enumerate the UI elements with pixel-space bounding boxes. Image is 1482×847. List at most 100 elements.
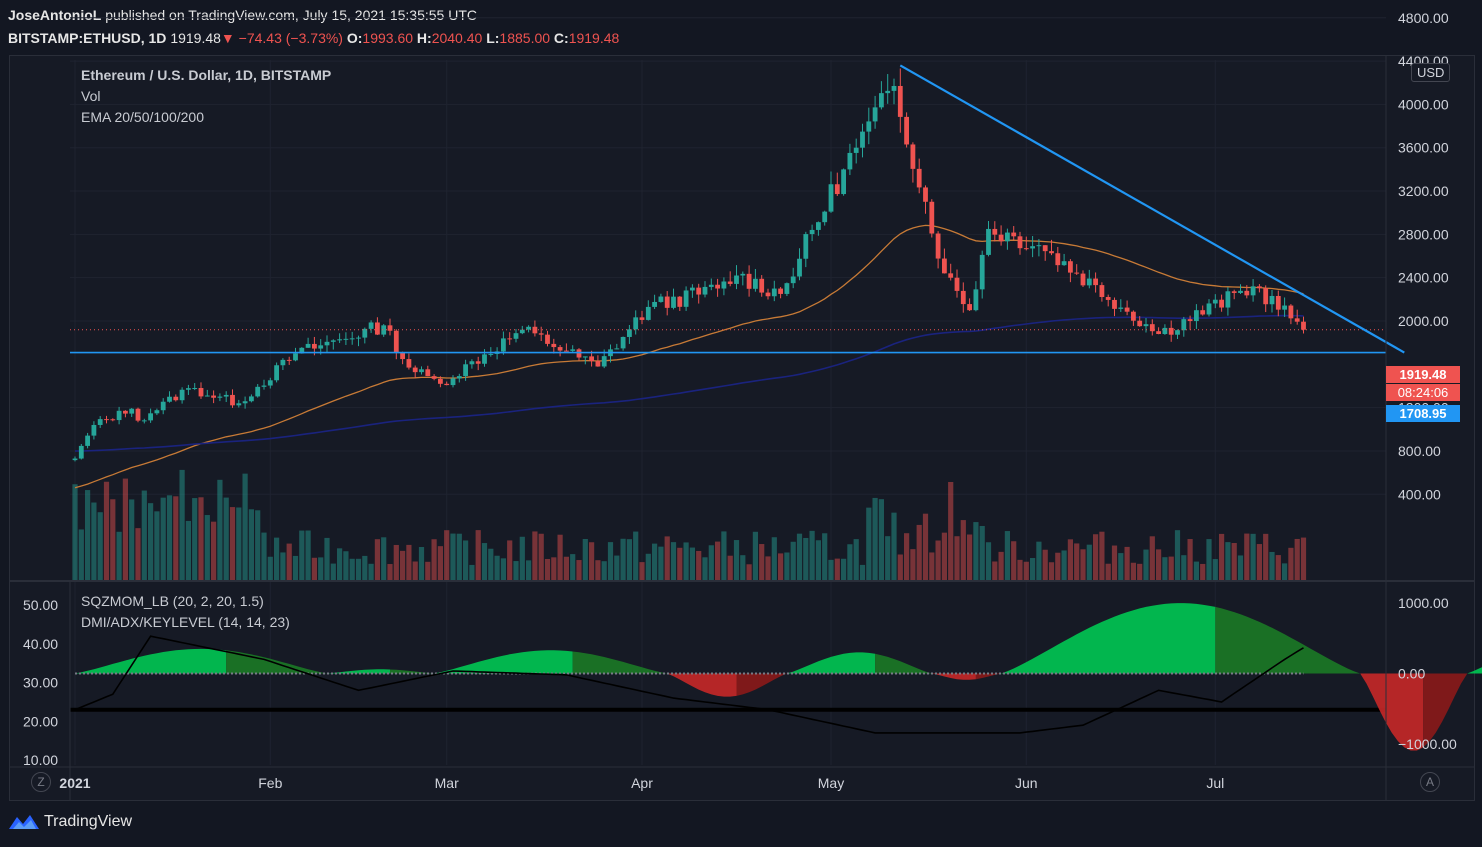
volume-bar [374, 539, 380, 580]
volume-bar [570, 554, 576, 580]
candle-body [816, 222, 821, 230]
volume-bar [532, 531, 538, 580]
volume-bar [563, 556, 569, 580]
candle-body [204, 395, 210, 397]
volume-bar [1004, 531, 1010, 580]
candle-body [368, 322, 374, 329]
candle-body [198, 387, 204, 397]
candle-body [249, 396, 254, 402]
candle-body [217, 396, 223, 398]
volume-bar [733, 540, 740, 580]
volume-bar [1111, 545, 1118, 580]
volume-bar [97, 512, 103, 580]
volume-bar [1061, 550, 1067, 580]
volume-bar [507, 540, 513, 580]
symbol-label[interactable]: BITSTAMP:ETHUSD, 1D [8, 30, 167, 46]
price-tick-label: 4000.00 [1398, 96, 1449, 112]
dmi-legend[interactable]: DMI/ADX/KEYLEVEL (14, 14, 23) [81, 614, 290, 630]
volume-bar [633, 531, 639, 580]
candle-body [916, 168, 922, 188]
volume-bar [1105, 563, 1111, 580]
candle-body [1017, 236, 1023, 249]
volume-bar [1162, 557, 1168, 580]
volume-bar [1143, 549, 1149, 580]
candle-body [1105, 297, 1111, 300]
momentum-tick-label: −1000.00 [1398, 736, 1457, 752]
candle-body [1250, 286, 1256, 296]
author-name[interactable]: JoseAntonioL [8, 7, 102, 23]
volume-bar [173, 496, 179, 580]
candle-body [192, 387, 198, 389]
candle-body [362, 328, 368, 338]
volume-bar [759, 544, 765, 580]
candle-body [1212, 299, 1218, 304]
candle-body [148, 413, 153, 421]
volume-bar [1256, 544, 1262, 580]
volume-bar [1156, 549, 1162, 580]
volume-bar [1168, 556, 1174, 580]
symbol-line: BITSTAMP:ETHUSD, 1D 1919.48▼ −74.43 (−3.… [8, 30, 619, 46]
dmi-tick-label: 10.00 [23, 752, 58, 768]
candle-body [639, 317, 645, 320]
volume-bar [418, 547, 425, 580]
volume-bar [481, 543, 488, 580]
squeeze-momentum-area [931, 673, 976, 680]
candle-body [356, 337, 361, 339]
candle-body [1288, 305, 1294, 319]
candle-body [129, 408, 135, 414]
candle-body [450, 378, 456, 386]
volume-bar [752, 531, 758, 580]
candle-body [463, 364, 468, 377]
price-tick-label: 4800.00 [1398, 10, 1449, 26]
volume-bar [236, 507, 242, 580]
candle-body [1257, 286, 1262, 289]
ema-legend[interactable]: EMA 20/50/100/200 [81, 109, 204, 125]
time-tick-label: Feb [258, 775, 282, 791]
candle-body [400, 352, 405, 360]
candle-body [1294, 318, 1300, 322]
oscillator-pane [9, 580, 1482, 751]
main-legend-title[interactable]: Ethereum / U.S. Dollar, 1D, BITSTAMP [81, 67, 332, 83]
candle-body [255, 386, 261, 397]
auto-scale-button[interactable]: A [1420, 772, 1440, 792]
volume-bar [1250, 533, 1256, 580]
candle-body [557, 347, 563, 351]
volume-bar [897, 554, 903, 580]
volume-bar [1055, 552, 1061, 580]
volume-bar [828, 559, 834, 580]
volume-bar [85, 490, 91, 580]
sqzmom-legend[interactable]: SQZMOM_LB (20, 2, 20, 1.5) [81, 593, 264, 609]
volume-bar [822, 533, 828, 580]
volume-bar [790, 541, 796, 580]
candle-body [727, 281, 733, 284]
candle-body [923, 187, 928, 202]
volume-bar [255, 510, 261, 580]
volume-bar [639, 562, 645, 580]
candle-body [753, 278, 758, 289]
candle-body [211, 395, 216, 398]
time-tick-label: Mar [435, 775, 459, 791]
volume-bar [425, 561, 431, 580]
candle-body [696, 287, 702, 295]
currency-badge[interactable]: USD [1411, 63, 1451, 82]
candle-body [85, 435, 90, 446]
volume-legend[interactable]: Vol [81, 88, 101, 104]
candle-body [1112, 299, 1117, 309]
volume-bar [192, 498, 198, 580]
candle-body [419, 369, 424, 373]
volume-bar [595, 560, 601, 580]
brand-label: TradingView [44, 813, 133, 830]
volume-bar [1294, 538, 1300, 580]
tradingview-brand[interactable]: TradingView [8, 813, 132, 831]
price-tick-label: 2000.00 [1398, 313, 1449, 329]
candle-body [967, 304, 972, 311]
candle-body [1156, 331, 1161, 334]
hline-price-tag: 1708.95 [1386, 405, 1460, 422]
scale-z-button[interactable]: Z [31, 772, 51, 792]
price-change: −74.43 (−3.73%) [238, 30, 343, 46]
volume-bar [708, 545, 714, 580]
candle-body [469, 361, 475, 365]
publish-line: JoseAntonioL published on TradingView.co… [8, 7, 477, 23]
volume-bar [626, 539, 632, 580]
